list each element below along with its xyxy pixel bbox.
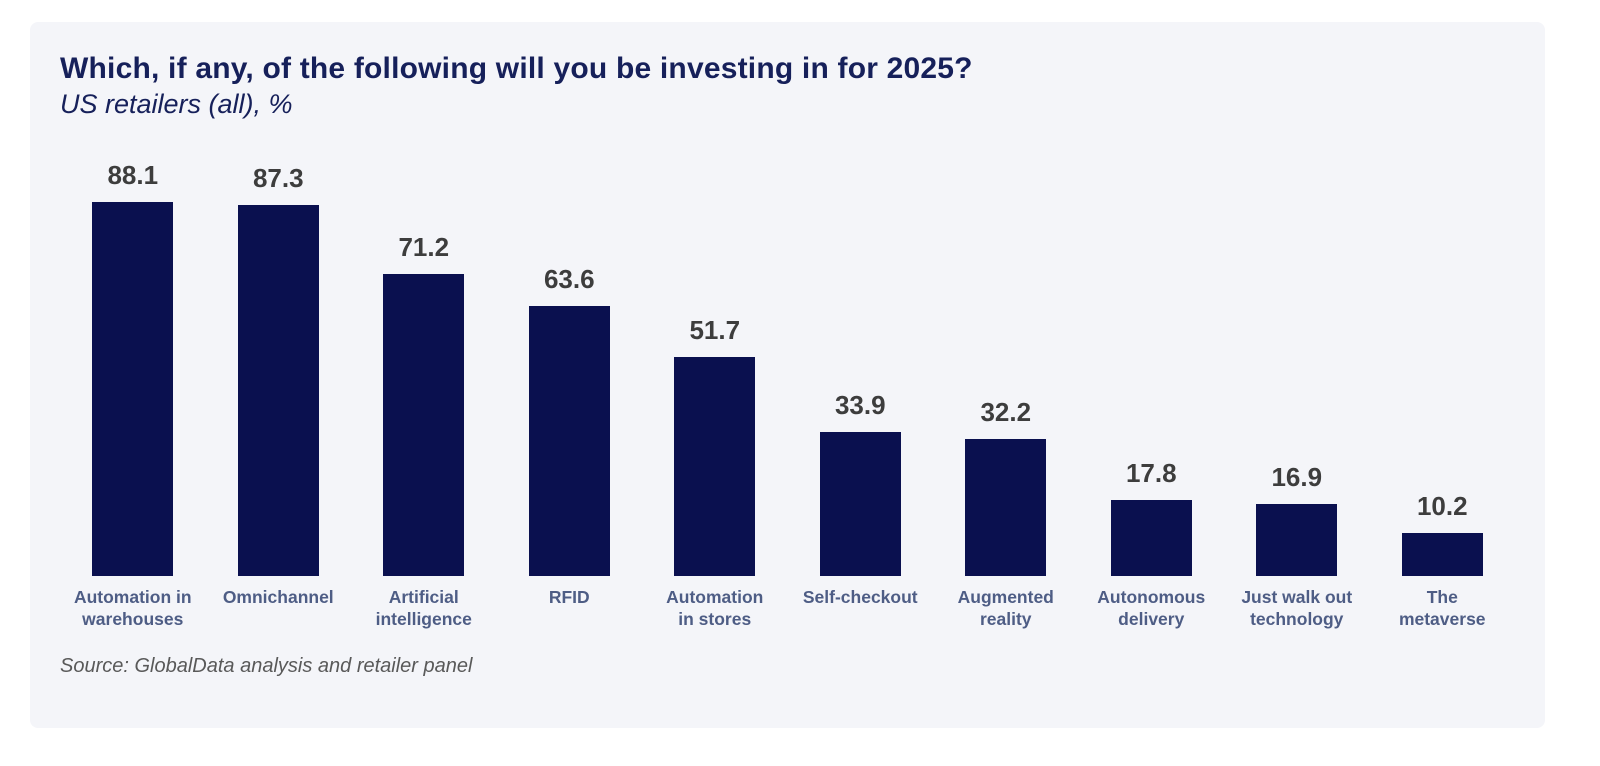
bar — [819, 432, 901, 576]
chart-subtitle: US retailers (all), % — [60, 89, 293, 119]
category-label: Self-checkout — [802, 587, 918, 607]
category-label: Autonomous delivery — [1097, 587, 1206, 630]
category-label: Automation in warehouses — [73, 587, 192, 630]
bar — [237, 205, 319, 576]
bar — [528, 306, 610, 576]
bar-column: 16.9 — [1224, 462, 1370, 576]
bar-value-label: 71.2 — [398, 232, 450, 262]
bar-column: 88.1 — [60, 160, 206, 576]
category-label: Artificial intelligence — [375, 587, 472, 630]
category-label: The metaverse — [1398, 587, 1486, 630]
bar-value-label: 32.2 — [980, 397, 1032, 427]
bar-value-label: 33.9 — [834, 390, 886, 420]
category-labels: Automation in warehouses Omnichannel Artif… — [60, 586, 1515, 631]
bar — [674, 357, 756, 576]
chart-title: Which, if any, of the following will you… — [60, 52, 973, 85]
bar-column: 51.7 — [642, 315, 788, 576]
category-label: RFID — [548, 587, 590, 607]
bar-chart: 88.1 87.3 71.2 63.6 51.7 33.9 32.2 17.8 16.9 10.2 — [60, 134, 1515, 576]
bar — [1110, 500, 1192, 576]
bar — [1256, 504, 1338, 576]
category-label: Just walk out technology — [1241, 587, 1353, 630]
bar-column: 32.2 — [933, 397, 1079, 576]
bar-value-label: 88.1 — [107, 160, 159, 190]
bar-value-label: 51.7 — [689, 315, 741, 345]
bar-value-label: 17.8 — [1125, 458, 1177, 488]
bar-value-label: 16.9 — [1271, 462, 1323, 492]
category-label: Augmented reality — [957, 587, 1054, 630]
bar-column: 10.2 — [1370, 491, 1516, 576]
bar-column: 63.6 — [497, 264, 643, 576]
bar-value-label: 63.6 — [543, 264, 595, 294]
bar — [92, 202, 174, 576]
bar-value-label: 87.3 — [252, 163, 304, 193]
bar — [965, 439, 1047, 576]
source-note: Source: GlobalData analysis and retailer… — [60, 654, 473, 677]
bar-column: 17.8 — [1079, 458, 1225, 576]
category-label: Automation in stores — [666, 587, 764, 630]
chart-card: Which, if any, of the following will you… — [30, 22, 1545, 728]
bar-column: 33.9 — [788, 390, 934, 576]
bar-column: 71.2 — [351, 232, 497, 576]
bar-column: 87.3 — [206, 163, 352, 576]
category-label: Omnichannel — [222, 587, 334, 607]
bar — [383, 274, 465, 576]
bar — [1401, 533, 1483, 576]
bar-value-label: 10.2 — [1416, 491, 1468, 521]
